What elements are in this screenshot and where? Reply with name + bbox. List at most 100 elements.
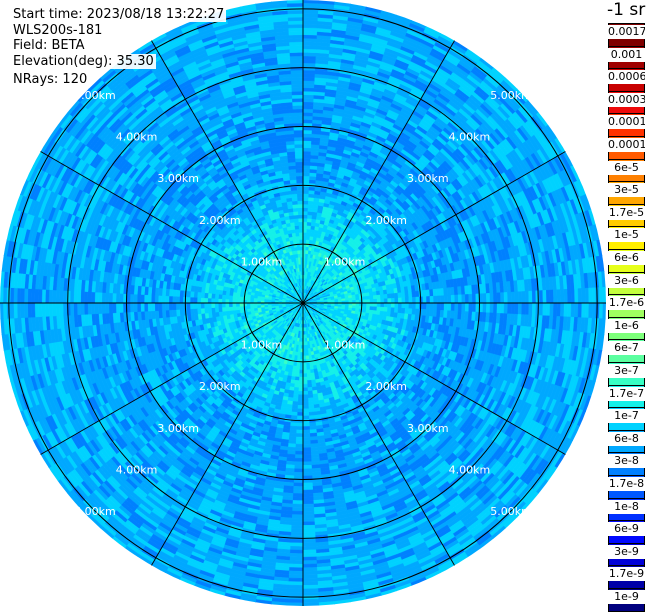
range-gate-cell: [303, 232, 307, 236]
range-gate-cell: [179, 296, 183, 303]
range-gate-cell: [387, 307, 391, 312]
range-gate-cell: [387, 294, 391, 299]
range-gate-cell: [363, 303, 367, 306]
range-gate-cell: [405, 297, 409, 303]
range-gate-cell: [222, 307, 226, 312]
range-gate-cell: [366, 293, 370, 297]
range-gate-cell: [291, 408, 297, 412]
range-gate-cell: [293, 394, 298, 398]
range-gate-cell: [408, 292, 412, 298]
range-gate-cell: [298, 201, 303, 205]
range-gate-cell: [295, 229, 299, 233]
range-gate-cell: [295, 440, 303, 444]
range-gate-cell: [254, 305, 258, 308]
range-gate-cell: [298, 208, 303, 212]
range-gate-cell: [298, 204, 303, 208]
range-gate-cell: [296, 240, 300, 244]
range-gate-cell: [381, 303, 385, 307]
range-gate-cell: [416, 303, 420, 309]
range-gate-cell: [293, 398, 298, 402]
range-gate-cell: [296, 176, 303, 180]
range-gate-cell: [215, 298, 219, 303]
range-gate-cell: [295, 222, 300, 226]
range-gate-cell: [391, 308, 395, 313]
range-gate-cell: [359, 303, 363, 306]
range-gate-cell: [363, 296, 367, 300]
range-gate-cell: [296, 430, 303, 434]
range-gate-cell: [298, 254, 301, 258]
range-gate-cell: [298, 388, 303, 392]
range-gate-cell: [295, 373, 299, 377]
range-gate-cell: [398, 303, 402, 308]
range-gate-cell: [307, 225, 311, 229]
range-gate-cell: [208, 293, 212, 298]
range-gate-cell: [299, 377, 303, 381]
range-gate-cell: [176, 303, 180, 310]
range-gate-cell: [299, 370, 303, 374]
range-gate-cell: [380, 295, 384, 300]
range-gate-cell: [303, 377, 307, 381]
range-gate-cell: [416, 297, 420, 303]
range-gate-cell: [401, 292, 405, 298]
range-gate-cell: [303, 395, 308, 399]
range-gate-cell: [408, 309, 412, 315]
range-gate-cell: [405, 292, 409, 298]
range-gate-cell: [430, 303, 434, 310]
range-gate-cell: [306, 352, 309, 356]
range-gate-cell: [308, 197, 314, 201]
range-gate-cell: [169, 296, 173, 303]
range-gate-cell: [299, 232, 303, 236]
range-gate-cell: [380, 307, 384, 312]
range-gate-cell: [218, 307, 222, 312]
range-gate-cell: [426, 303, 430, 310]
range-gate-cell: [229, 295, 233, 299]
range-gate-cell: [307, 373, 311, 377]
range-gate-cell: [388, 298, 392, 303]
range-gate-cell: [293, 236, 297, 240]
range-gate-cell: [303, 197, 309, 201]
range-gate-cell: [297, 405, 303, 409]
range-gate-cell: [303, 218, 308, 222]
range-gate-cell: [437, 296, 441, 303]
range-gate-cell: [303, 247, 306, 251]
range-gate-cell: [308, 204, 313, 208]
range-gate-cell: [165, 303, 169, 310]
range-gate-cell: [405, 308, 409, 314]
range-gate-cell: [236, 303, 240, 307]
range-gate-cell: [303, 194, 309, 198]
range-gate-cell: [430, 296, 434, 303]
range-gate-cell: [352, 297, 356, 300]
range-gate-cell: [158, 303, 162, 311]
range-gate-cell: [218, 298, 222, 303]
range-gate-cell: [299, 374, 303, 378]
range-gate-cell: [433, 296, 437, 303]
range-gate-cell: [412, 297, 416, 303]
range-gate-cell: [165, 296, 169, 303]
range-gate-cell: [250, 306, 254, 309]
range-gate-cell: [218, 303, 222, 308]
range-gate-cell: [172, 303, 176, 310]
range-gate-cell: [197, 297, 201, 303]
range-gate-cell: [190, 303, 194, 309]
range-gate-cell: [204, 308, 208, 313]
range-gate-cell: [391, 298, 395, 303]
range-gate-cell: [398, 298, 402, 303]
range-gate-cell: [229, 299, 233, 303]
range-gate-cell: [294, 387, 299, 391]
range-gate-cell: [303, 222, 307, 226]
range-gate-cell: [299, 229, 303, 233]
range-gate-cell: [297, 419, 303, 423]
range-gate-cell: [303, 169, 310, 173]
range-gate-cell: [309, 194, 315, 198]
range-gate-cell: [307, 380, 312, 384]
range-gate-cell: [303, 204, 308, 208]
range-gate-cell: [437, 303, 441, 310]
range-gate-cell: [308, 211, 313, 215]
range-gate-cell: [308, 405, 314, 409]
range-gate-cell: [204, 298, 208, 303]
range-gate-cell: [229, 307, 233, 311]
range-gate-cell: [247, 306, 251, 309]
range-gate-cell: [303, 384, 308, 388]
range-gate-cell: [303, 444, 311, 448]
range-gate-cell: [187, 297, 191, 303]
